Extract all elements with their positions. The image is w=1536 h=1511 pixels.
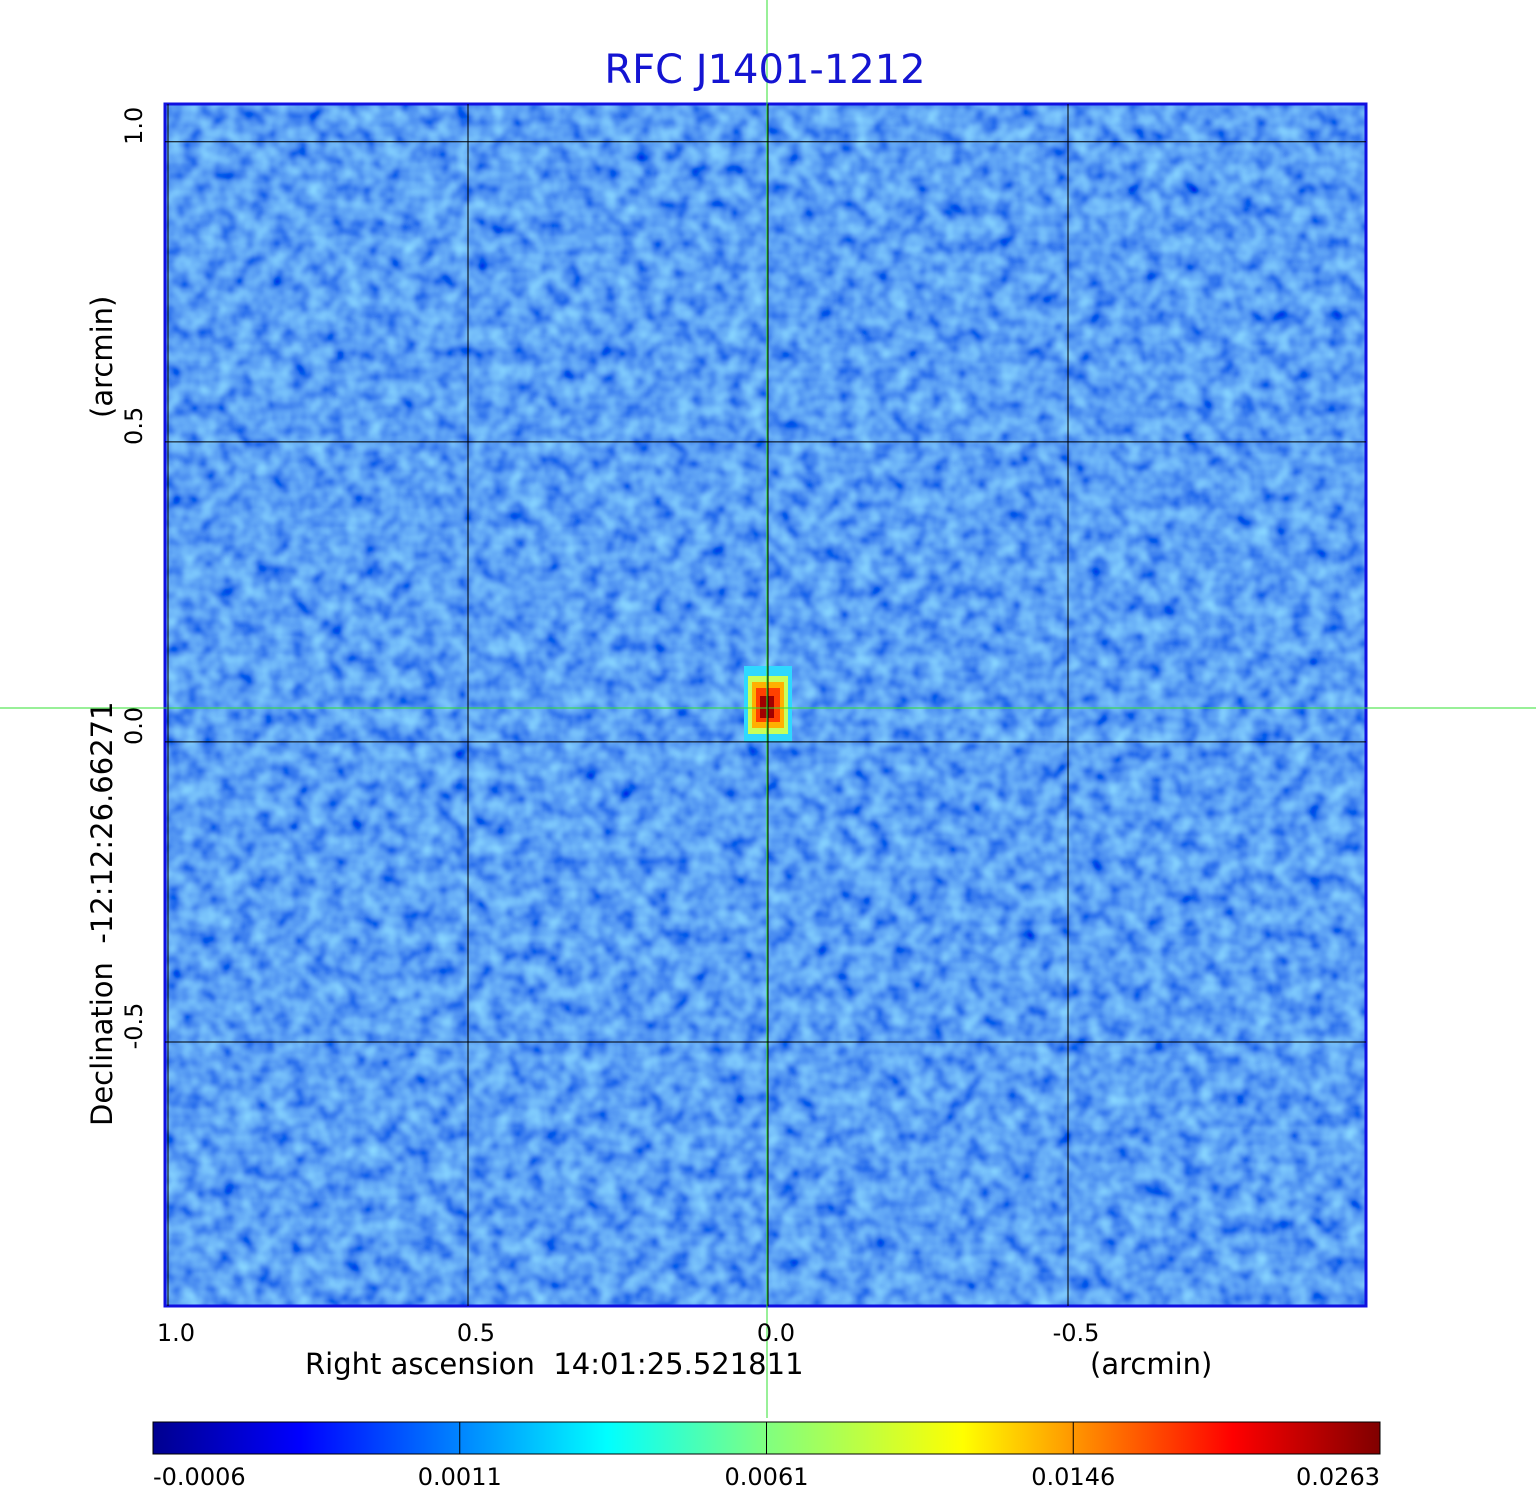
colorbar-tick-label: -0.0006: [153, 1463, 246, 1491]
x-tick-label: 0.0: [757, 1319, 795, 1347]
chart-title: RFC J1401-1212: [604, 47, 925, 93]
x-tick-label: 0.5: [457, 1319, 495, 1347]
y-tick-label: 1.0: [120, 107, 148, 145]
y-axis-unit: (arcmin): [85, 296, 119, 418]
x-axis-unit: (arcmin): [1090, 1347, 1212, 1381]
y-axis-label: Declination -12:12:26.66271: [85, 701, 119, 1126]
x-tick-label: -0.5: [1053, 1319, 1100, 1347]
plot-frame: [163, 102, 1368, 1308]
colorbar-tick-label: 0.0011: [418, 1463, 502, 1491]
x-tick-label: 1.0: [157, 1319, 195, 1347]
colorbar-tick-label: 0.0263: [1296, 1463, 1380, 1491]
y-tick-label: -0.5: [120, 1003, 148, 1050]
y-tick-label: 0.0: [120, 707, 148, 745]
y-tick-label: 0.5: [120, 407, 148, 445]
colorbar-tick-label: 0.0061: [725, 1463, 809, 1491]
colorbar-tick-label: 0.0146: [1031, 1463, 1115, 1491]
x-axis-label: Right ascension 14:01:25.521811: [305, 1347, 804, 1381]
